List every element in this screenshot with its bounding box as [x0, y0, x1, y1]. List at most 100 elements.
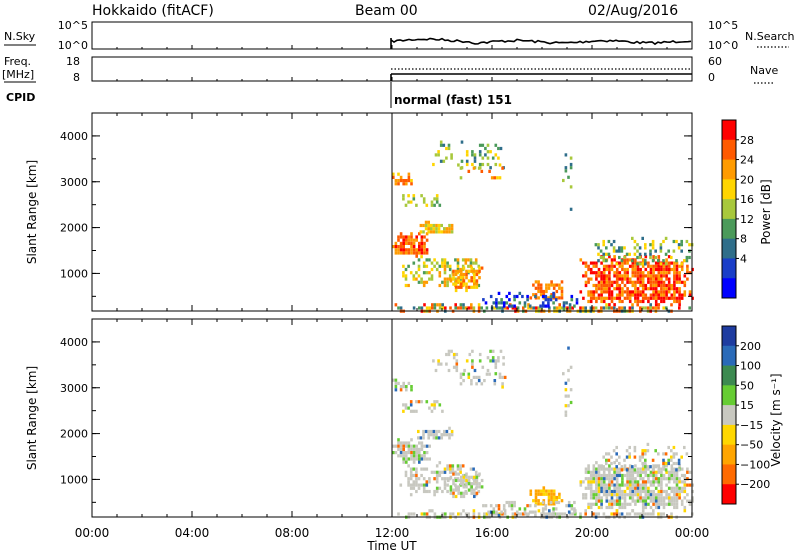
range-cell: [638, 458, 642, 462]
range-cell: [417, 486, 421, 490]
range-cell: [392, 378, 395, 382]
range-cell: [623, 458, 626, 462]
range-cell: [407, 477, 410, 481]
range-cell: [481, 162, 485, 167]
range-cell: [654, 486, 658, 490]
range-cell: [443, 230, 446, 234]
range-cell: [602, 486, 606, 490]
range-cell: [475, 269, 479, 273]
range-cell: [425, 264, 429, 268]
colorbar-bin: [722, 159, 736, 180]
range-cell: [589, 483, 593, 487]
range-cell: [670, 283, 674, 288]
range-cell: [670, 287, 674, 291]
range-cell: [639, 280, 642, 284]
range-cell: [608, 470, 611, 474]
range-cell: [534, 294, 537, 299]
range-cell: [600, 480, 603, 484]
range-cell: [412, 306, 416, 310]
range-cell: [675, 299, 679, 304]
range-cell: [489, 294, 493, 299]
range-cell: [613, 303, 616, 307]
range-cell: [524, 512, 528, 516]
range-cell: [412, 248, 416, 252]
range-cell: [626, 486, 629, 490]
range-cell: [579, 480, 583, 484]
range-cell: [605, 505, 609, 510]
range-cell: [649, 296, 653, 300]
range-cell: [673, 296, 676, 300]
range-cell: [560, 499, 564, 503]
range-cell: [621, 477, 624, 481]
range-cell: [460, 269, 463, 273]
range-cell: [460, 491, 463, 495]
range-cell: [641, 499, 645, 503]
range-cell: [423, 303, 426, 307]
range-cell: [631, 274, 635, 278]
range-cell: [597, 246, 600, 250]
range-cell: [633, 455, 637, 459]
range-cell: [597, 499, 601, 503]
range-cell: [595, 461, 598, 465]
range-cell: [548, 512, 551, 516]
range-cell: [660, 483, 663, 487]
range-cell: [537, 296, 540, 300]
range-cell: [539, 293, 543, 297]
range-cell: [542, 289, 546, 294]
range-cell: [639, 290, 642, 294]
range-cell: [573, 500, 576, 505]
range-cell: [464, 306, 468, 310]
range-cell: [595, 264, 598, 268]
range-cell: [662, 287, 666, 291]
range-cell: [470, 266, 473, 270]
range-cell: [613, 470, 616, 474]
range-cell: [660, 493, 663, 497]
range-cell: [454, 472, 458, 476]
range-cell: [644, 267, 648, 272]
range-cell: [537, 283, 540, 287]
range-cell: [662, 512, 665, 516]
range-cell: [459, 467, 462, 471]
range-cell: [610, 261, 614, 265]
range-cell: [415, 203, 418, 207]
range-cell: [665, 293, 668, 297]
range-cell: [665, 502, 668, 506]
range-cell: [402, 454, 405, 458]
range-cell: [649, 267, 653, 272]
range-cell: [405, 444, 408, 448]
range-cell: [415, 473, 418, 478]
range-cell: [445, 156, 448, 160]
range-cell: [465, 491, 468, 495]
range-cell: [660, 486, 663, 490]
range-cell: [636, 264, 640, 268]
range-cell: [631, 280, 635, 284]
range-cell: [667, 502, 671, 506]
range-cell: [589, 290, 593, 294]
range-cell: [415, 447, 418, 451]
range-cell: [440, 223, 443, 228]
range-cell: [443, 477, 447, 481]
range-cell: [594, 512, 598, 516]
range-cell: [639, 493, 642, 497]
range-cell: [636, 277, 640, 281]
range-cell: [636, 274, 640, 278]
range-cell: [649, 470, 653, 474]
range-cell: [587, 467, 590, 471]
range-cell: [625, 455, 629, 459]
range-cell: [456, 267, 460, 272]
nave-label: Nave: [750, 64, 778, 77]
range-cell: [494, 153, 498, 157]
range-cell: [399, 235, 403, 239]
range-cell: [675, 452, 678, 456]
range-cell: [579, 290, 583, 294]
range-cell: [410, 238, 413, 242]
range-cell: [657, 464, 661, 468]
range-cell: [471, 153, 474, 157]
range-cell: [433, 406, 436, 410]
range-cell: [450, 153, 453, 157]
range-cell: [567, 404, 570, 408]
range-cell: [494, 362, 498, 366]
range-cell: [522, 512, 525, 516]
range-cell: [478, 352, 482, 357]
